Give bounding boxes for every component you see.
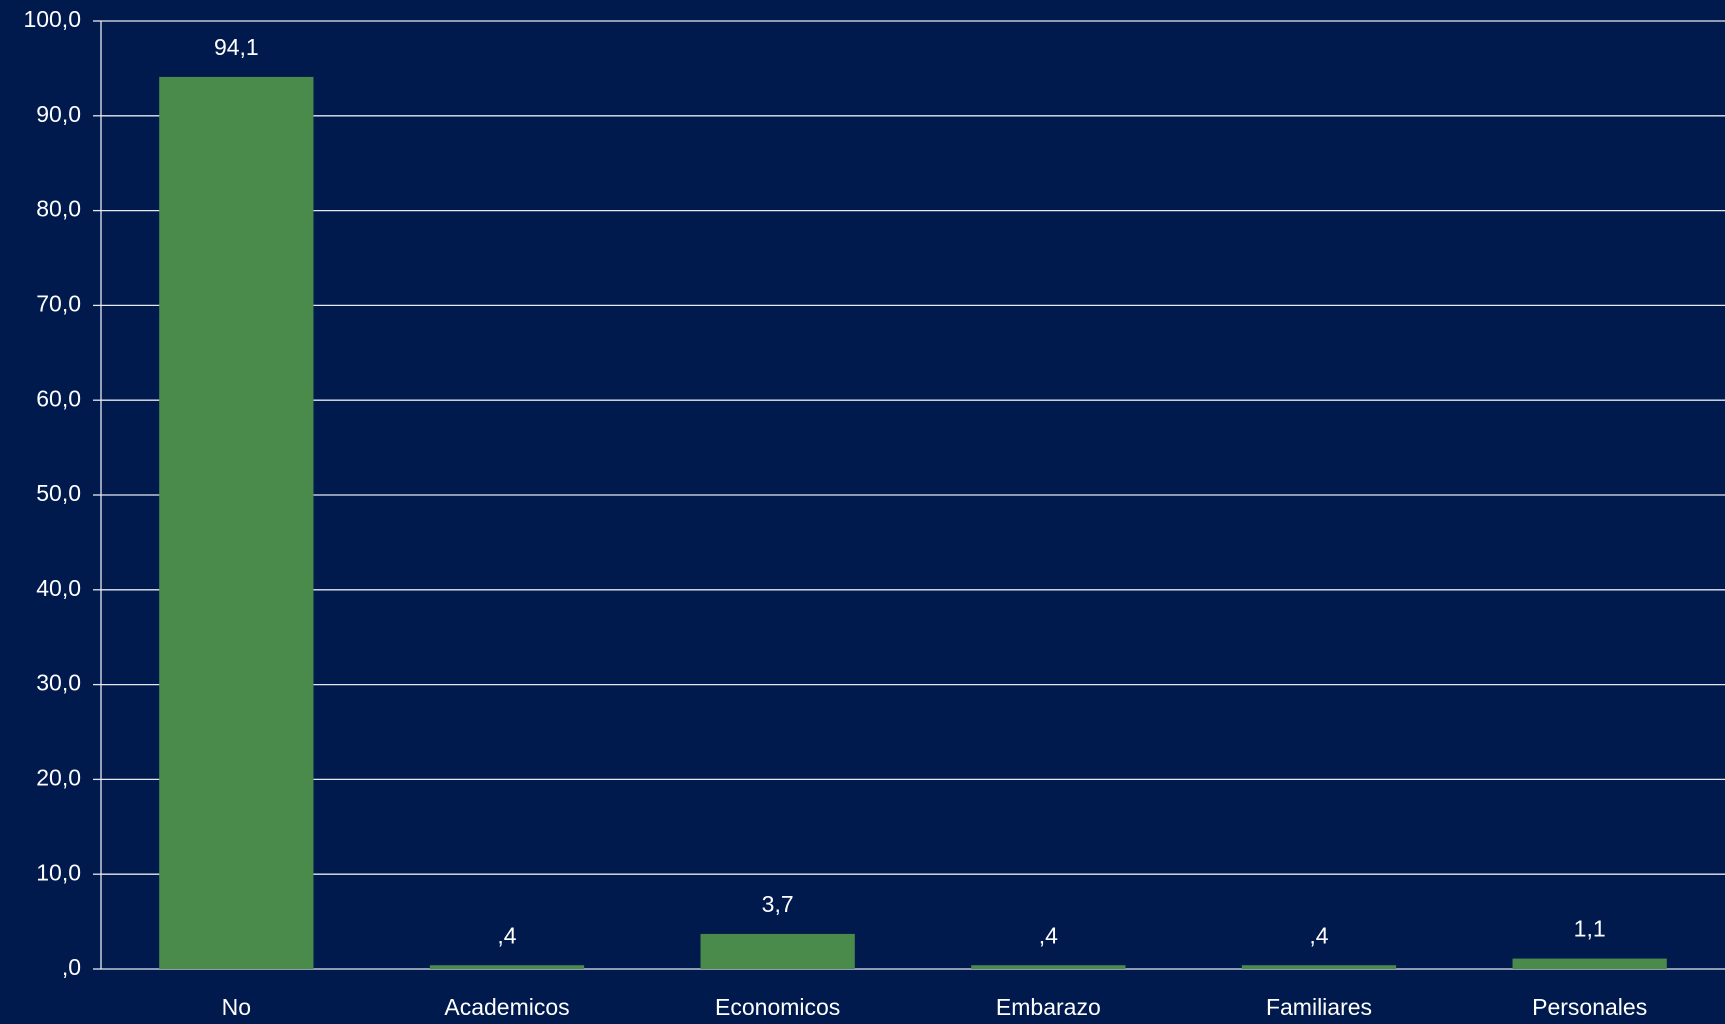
y-tick-label: 70,0 [36,290,81,316]
y-tick-label: 100,0 [23,6,81,32]
bar [159,76,314,969]
y-tick-label: 40,0 [36,575,81,601]
y-tick-label: 20,0 [36,764,81,790]
x-tick-label: Economicos [715,994,840,1020]
bar [971,965,1126,969]
y-tick-label: 10,0 [36,859,81,885]
bar [700,933,855,969]
data-label: 94,1 [214,34,259,60]
y-tick-label: 60,0 [36,385,81,411]
bar [1241,965,1397,969]
x-tick-label: No [222,994,251,1020]
data-label: 1,1 [1574,916,1606,942]
bar [1512,958,1667,969]
x-tick-label: Familiares [1266,994,1372,1020]
x-tick-label: Academicos [444,994,569,1020]
data-label: 3,7 [762,891,794,917]
y-tick-label: 90,0 [36,101,81,127]
x-tick-label: Embarazo [996,994,1101,1020]
y-tick-label: 30,0 [36,670,81,696]
data-label: ,4 [497,922,516,948]
y-tick-label: 80,0 [36,196,81,222]
bar [429,965,585,969]
y-tick-label: ,0 [62,954,81,980]
data-label: ,4 [1309,922,1328,948]
x-tick-label: Personales [1532,994,1647,1020]
data-label: ,4 [1039,922,1058,948]
y-tick-label: 50,0 [36,480,81,506]
